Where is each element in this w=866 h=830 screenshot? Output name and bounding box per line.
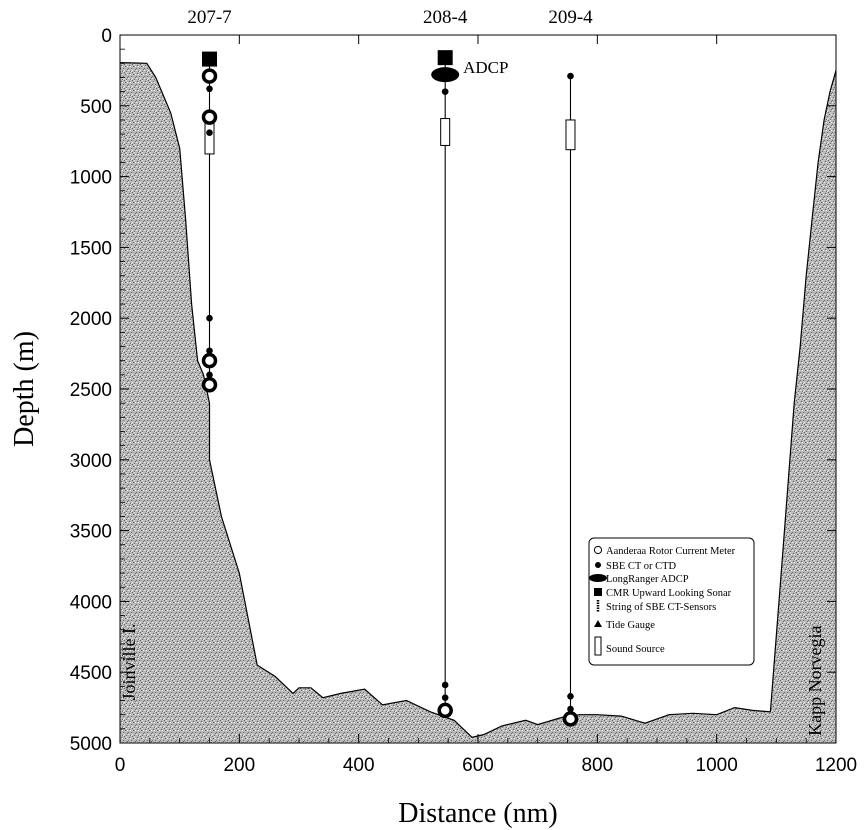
axes: 0500100015002000250030003500400045005000… [9, 26, 857, 829]
legend-label: String of SBE CT-Sensors [606, 602, 716, 613]
sonar-marker [437, 50, 453, 66]
x-tick-label: 800 [581, 755, 613, 776]
ct-sensor-marker [441, 88, 449, 95]
current-meter-marker [562, 711, 579, 727]
y-tick-label: 1000 [70, 168, 112, 189]
legend-item-tide-gauge: Tide Gauge [594, 620, 655, 631]
y-tick-label: 0 [101, 26, 112, 47]
mooring-label: 209-4 [548, 7, 593, 28]
mooring-207-7: 207-7 [187, 7, 232, 393]
legend-label: CMR Upward Looking Sonar [606, 588, 732, 599]
legend-item-current-meter: Aanderaa Rotor Current Meter [593, 545, 736, 557]
legend-item-ct-string: String of SBE CT-Sensors [596, 600, 716, 613]
mooring-label: 208-4 [423, 7, 468, 28]
annotation-kapp-norvegia: Kapp Norvegia [805, 625, 825, 735]
y-tick-label: 4500 [70, 663, 112, 684]
ct-sensor-marker [567, 692, 574, 700]
y-tick-label: 4000 [70, 592, 112, 613]
current-meter-marker [201, 68, 218, 84]
adcp-icon [589, 574, 607, 582]
current-meter-marker [437, 702, 453, 719]
current-meter-marker [201, 352, 218, 369]
ct-sensor-marker [567, 72, 574, 80]
legend-label: LongRanger ADCP [606, 574, 689, 585]
legend-item-ct-sensor: SBE CT or CTD [595, 561, 677, 572]
ct-sensor-marker [567, 705, 574, 713]
legend-label: Aanderaa Rotor Current Meter [606, 546, 736, 557]
annotation-joinville-i: Joinville I. [119, 624, 139, 701]
ct-sensor-marker [206, 371, 213, 379]
y-tick-label: 2500 [70, 380, 112, 401]
moorings: 207-7 208-4 209-4 [187, 7, 593, 727]
ct-sensor-marker [206, 314, 213, 322]
y-tick-label: 2000 [70, 309, 112, 330]
adcp-marker [431, 67, 460, 83]
x-tick-label: 400 [343, 755, 375, 776]
mooring-208-4: 208-4 [423, 7, 468, 719]
current-meter-marker [201, 377, 218, 393]
y-tick-label: 3500 [70, 522, 112, 543]
y-tick-label: 5000 [70, 734, 112, 755]
ct-sensor-marker [441, 681, 449, 689]
sound-source-marker [565, 119, 576, 151]
x-tick-label: 1200 [815, 755, 857, 776]
x-tick-label: 1000 [696, 755, 738, 776]
x-tick-label: 0 [115, 755, 126, 776]
legend: Aanderaa Rotor Current Meter SBE CT or CT… [588, 537, 755, 666]
mooring-label: 207-7 [187, 7, 231, 28]
ct-sensor-marker [206, 347, 213, 355]
y-axis-label: Depth (m) [9, 331, 40, 447]
current-meter-marker [201, 109, 218, 125]
sound-source-icon [594, 636, 602, 656]
legend-item-adcp: LongRanger ADCP [589, 574, 689, 585]
ct-sensor-marker [206, 85, 213, 93]
legend-item-sonar: CMR Upward Looking Sonar [594, 588, 732, 599]
annotations: ADCP Joinville I. Kapp Norvegia [119, 58, 825, 736]
legend-label: Tide Gauge [606, 620, 655, 631]
sound-source-marker [440, 118, 451, 146]
ct-sensor-icon [595, 562, 601, 568]
legend-item-sound-source: Sound Source [594, 636, 665, 656]
tide-gauge-icon [594, 620, 602, 627]
y-tick-label: 3000 [70, 451, 112, 472]
x-tick-label: 600 [462, 755, 494, 776]
seafloor-fill [120, 62, 836, 744]
annotation-adcp: ADCP [463, 58, 508, 77]
sonar-marker [202, 51, 217, 67]
x-tick-label: 200 [223, 755, 255, 776]
y-tick-label: 1500 [70, 238, 112, 259]
legend-label: Sound Source [606, 644, 665, 655]
current-meter-icon [593, 545, 603, 555]
sonar-icon [594, 588, 602, 596]
ct-sensor-marker [206, 129, 213, 137]
mooring-209-4: 209-4 [548, 7, 593, 727]
legend-box [588, 537, 755, 666]
x-axis-label: Distance (nm) [398, 798, 557, 829]
legend-label: SBE CT or CTD [606, 561, 677, 572]
y-tick-label: 500 [80, 97, 112, 118]
ct-sensor-marker [441, 694, 449, 701]
